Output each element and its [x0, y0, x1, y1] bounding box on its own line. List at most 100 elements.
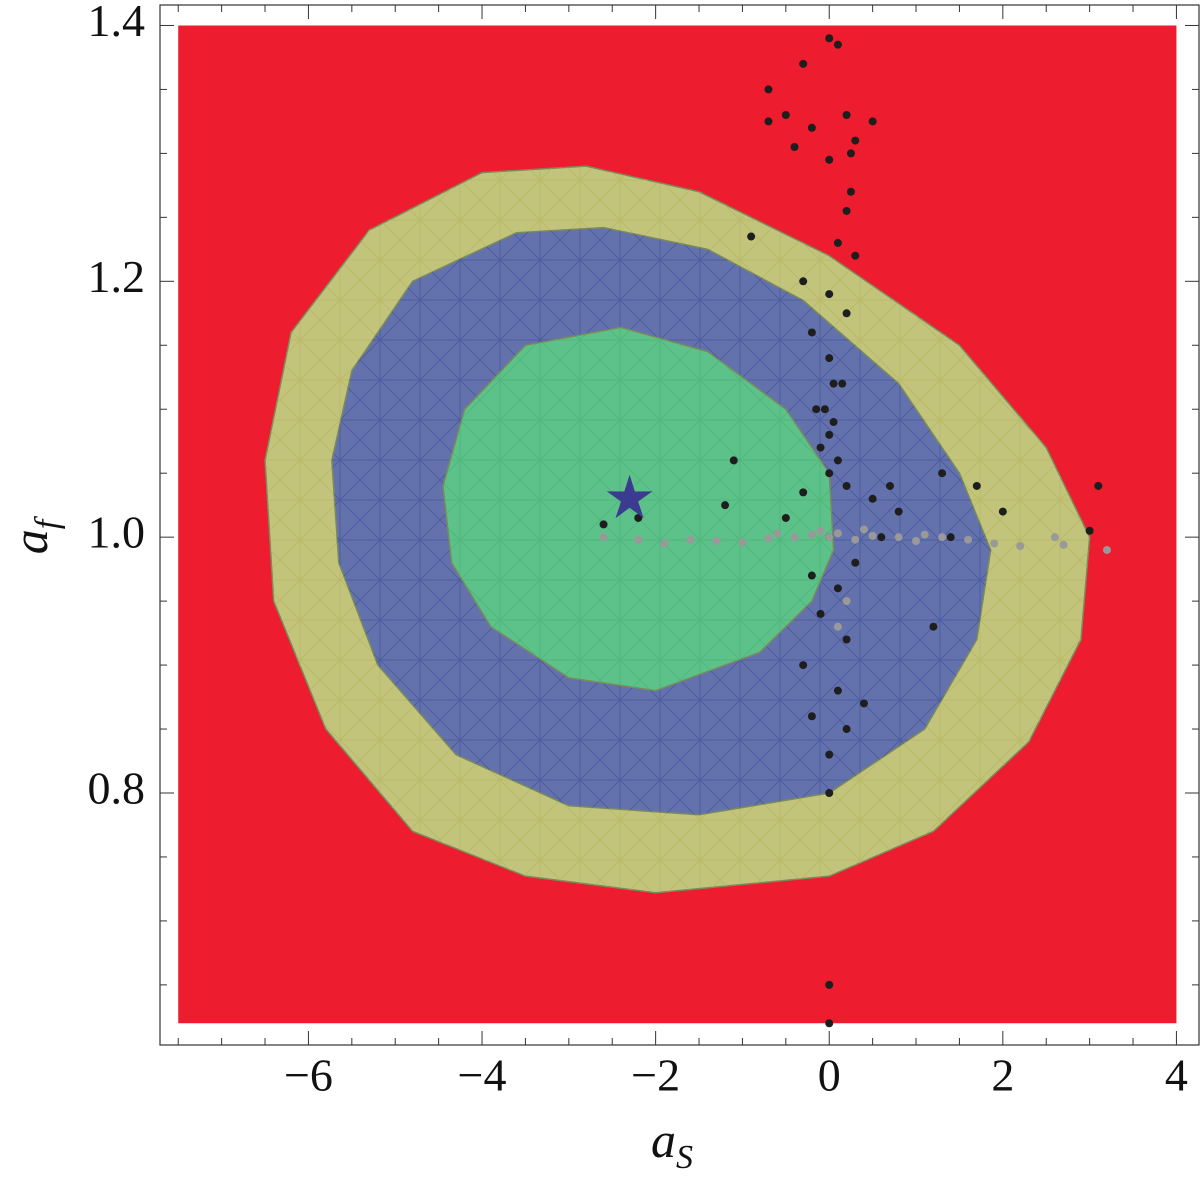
scatter-point: [825, 1019, 834, 1028]
frame: [159, 4, 1200, 1046]
scatter-point: [842, 111, 851, 120]
y-tick-label: 0.8: [88, 763, 146, 814]
scatter-point: [842, 206, 851, 215]
scatter-point: [599, 533, 608, 542]
scatter-point: [807, 712, 816, 721]
x-tick-label: 4: [1165, 1050, 1188, 1101]
x-axis-title: aS: [651, 1112, 693, 1175]
scatter-point: [721, 501, 730, 510]
scatter-point: [686, 535, 695, 544]
scatter-point: [851, 558, 860, 567]
scatter-point: [833, 238, 842, 247]
scatter-point: [790, 142, 799, 151]
scatter-point: [825, 533, 834, 542]
scatter-point: [859, 525, 868, 534]
scatter-point: [833, 529, 842, 538]
scatter-point: [599, 520, 608, 529]
scatter-point: [781, 513, 790, 522]
scatter-point: [799, 59, 808, 68]
scatter-point: [781, 111, 790, 120]
scatter-point: [964, 535, 973, 544]
scatter-point: [1050, 533, 1059, 542]
scatter-point: [833, 584, 842, 593]
scatter-point: [846, 187, 855, 196]
scatter-point: [938, 469, 947, 478]
scatter-point: [799, 661, 808, 670]
scatter-point: [838, 379, 847, 388]
scatter-point: [790, 533, 799, 542]
scatter-point: [825, 290, 834, 299]
scatter-point: [773, 529, 782, 538]
scatter-point: [1059, 540, 1068, 549]
scatter-point: [812, 405, 821, 414]
scatter-point: [846, 149, 855, 158]
x-tick-label: −6: [284, 1050, 333, 1101]
x-tick-label: 2: [991, 1050, 1014, 1101]
scatter-point: [885, 481, 894, 490]
scatter-point: [920, 530, 929, 539]
scatter-point: [851, 136, 860, 145]
scatter-point: [842, 635, 851, 644]
x-tick-label: −2: [631, 1050, 680, 1101]
scatter-point: [894, 533, 903, 542]
x-tick-label: 0: [818, 1050, 841, 1101]
scatter-point: [842, 481, 851, 490]
scatter-point: [807, 328, 816, 337]
scatter-point: [851, 251, 860, 260]
y-tick-label: 1.0: [88, 507, 146, 558]
scatter-point: [634, 513, 643, 522]
scatter-point: [1016, 542, 1025, 551]
scatter-point: [807, 530, 816, 539]
scatter-point: [816, 526, 825, 535]
scatter-point: [998, 507, 1007, 516]
scatter-point: [799, 488, 808, 497]
y-tick-label: 1.2: [88, 251, 146, 302]
scatter-point: [842, 597, 851, 606]
scatter-point: [833, 622, 842, 631]
scatter-point: [929, 622, 938, 631]
star-marker: [606, 474, 653, 519]
scatter-point: [764, 117, 773, 126]
scatter-point: [829, 418, 838, 427]
scatter-point: [799, 277, 808, 286]
scatter-point: [825, 34, 834, 43]
y-tick-label: 1.4: [88, 0, 146, 46]
scatter-point: [825, 430, 834, 439]
scatter-point: [833, 686, 842, 695]
scatter-point: [842, 725, 851, 734]
scatter-point: [764, 85, 773, 94]
scatter-point: [894, 507, 903, 516]
scatter-point: [825, 155, 834, 164]
scatter-point: [816, 609, 825, 618]
scatter-point: [842, 309, 851, 318]
scatter-point: [859, 699, 868, 708]
scatter-point: [764, 534, 773, 543]
scatter-point: [729, 456, 738, 465]
scatter-point: [816, 443, 825, 452]
scatter-point: [747, 232, 756, 241]
scatter-point: [868, 117, 877, 126]
scatter-point: [1102, 545, 1111, 554]
scatter-point: [868, 531, 877, 540]
y-axis-title: af: [2, 515, 65, 554]
scatter-point: [825, 354, 834, 363]
scatter-point: [990, 539, 999, 548]
scatter-point: [851, 535, 860, 544]
scatter-point: [634, 535, 643, 544]
scatter-point: [660, 539, 669, 548]
scatter-point: [825, 469, 834, 478]
scatter-point: [825, 980, 834, 989]
scatter-point: [738, 538, 747, 547]
scatter-point: [820, 405, 829, 414]
x-tick-label: −4: [458, 1050, 507, 1101]
scatter-point: [712, 536, 721, 545]
scatter-point: [825, 788, 834, 797]
scatter-point: [946, 533, 955, 542]
scatter-point: [833, 456, 842, 465]
scatter-point: [1085, 526, 1094, 535]
scatter-point: [877, 533, 886, 542]
scatter-point: [825, 750, 834, 759]
scatter-point: [972, 481, 981, 490]
scatter-point: [912, 536, 921, 545]
